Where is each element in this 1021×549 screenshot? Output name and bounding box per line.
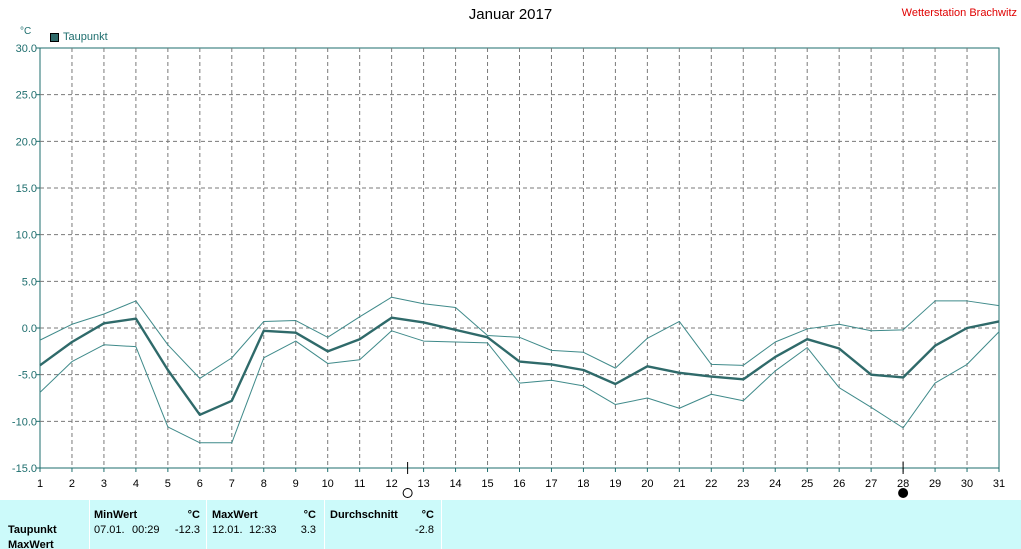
max-time: 12:33	[249, 524, 277, 536]
x-tick-label: 24	[769, 478, 781, 490]
y-tick-label: 25.0	[16, 90, 37, 102]
y-tick-label: 10.0	[16, 230, 37, 242]
x-tick-label: 4	[133, 478, 139, 490]
row-label-2: MaxWert	[8, 539, 54, 549]
y-tick-label: 0.0	[22, 323, 37, 335]
series-line-band	[39, 296, 1000, 379]
avg-value: -2.8	[415, 524, 434, 536]
max-column: MaxWert °C 12.01. 12:33 3.3	[207, 500, 325, 549]
dewpoint-chart: 30.0 25.0 20.0 15.0 10.0 5.0 0.0 -5.0 -10.0 -15.0…	[12, 43, 1005, 498]
min-time: 00:29	[132, 524, 160, 536]
x-tick-label: 22	[705, 478, 717, 490]
x-tick-label: 13	[417, 478, 429, 490]
max-unit: °C	[303, 509, 316, 521]
max-date: 12.01.	[212, 524, 243, 536]
x-tick-label: 20	[641, 478, 653, 490]
x-tick-label: 26	[833, 478, 845, 490]
x-tick-label: 15	[481, 478, 493, 490]
station-name: Wetterstation Brachwitz	[901, 7, 1017, 19]
min-column: MinWert °C 07.01. 00:29 -12.3	[90, 500, 207, 549]
x-tick-label: 5	[165, 478, 171, 490]
legend-label: Taupunkt	[63, 31, 108, 43]
y-tick-label: -10.0	[12, 416, 37, 428]
x-tick-label: 30	[961, 478, 973, 490]
x-tick-label: 14	[449, 478, 461, 490]
min-date: 07.01.	[94, 524, 125, 536]
y-tick-label: 20.0	[16, 136, 37, 148]
row-label: Taupunkt	[8, 524, 57, 536]
legend: Taupunkt	[50, 31, 108, 43]
x-tick-label: 17	[545, 478, 557, 490]
summary-table: Taupunkt MaxWert MinWert °C 07.01. 00:29…	[0, 500, 1021, 549]
x-tick-label: 8	[261, 478, 267, 490]
new-moon-marker	[402, 488, 413, 498]
avg-column: Durchschnitt °C -2.8	[325, 500, 442, 549]
x-tick-label: 21	[673, 478, 685, 490]
chart-title: Januar 2017	[468, 6, 553, 23]
y-tick-label: -5.0	[18, 370, 37, 382]
x-tick-label: 7	[229, 478, 235, 490]
x-tick-label: 25	[801, 478, 813, 490]
min-header: MinWert	[94, 509, 138, 521]
y-tick-label: 5.0	[22, 276, 37, 288]
full-moon-marker	[898, 488, 909, 498]
avg-unit: °C	[421, 509, 434, 521]
x-tick-label: 31	[993, 478, 1005, 490]
y-tick-label: -15.0	[12, 463, 37, 475]
x-tick-label: 3	[101, 478, 107, 490]
x-tick-label: 23	[737, 478, 749, 490]
x-tick-label: 19	[609, 478, 621, 490]
x-tick-label: 18	[577, 478, 589, 490]
x-tick-label: 10	[322, 478, 334, 490]
series-line-band	[39, 330, 1000, 444]
x-tick-label: 11	[354, 478, 365, 490]
y-tick-label: 30.0	[16, 43, 37, 55]
y-axis-unit: °C	[20, 26, 32, 37]
x-tick-label: 2	[69, 478, 75, 490]
x-tick-label: 29	[929, 478, 941, 490]
max-header: MaxWert	[212, 509, 258, 521]
x-tick-label: 27	[865, 478, 877, 490]
x-tick-label: 12	[386, 478, 398, 490]
x-tick-label: 1	[37, 478, 43, 490]
x-tick-label: 16	[513, 478, 525, 490]
avg-header: Durchschnitt	[330, 509, 398, 521]
min-value: -12.3	[174, 524, 200, 536]
legend-swatch	[50, 32, 59, 42]
max-value: 3.3	[300, 524, 316, 536]
x-tick-label: 6	[197, 478, 203, 490]
x-tick-label: 28	[897, 478, 909, 490]
min-unit: °C	[187, 509, 200, 521]
x-tick-label: 9	[293, 478, 299, 490]
y-tick-label: 15.0	[16, 183, 37, 195]
series-line-main	[39, 316, 1000, 416]
row-label-column: Taupunkt MaxWert	[0, 500, 90, 549]
